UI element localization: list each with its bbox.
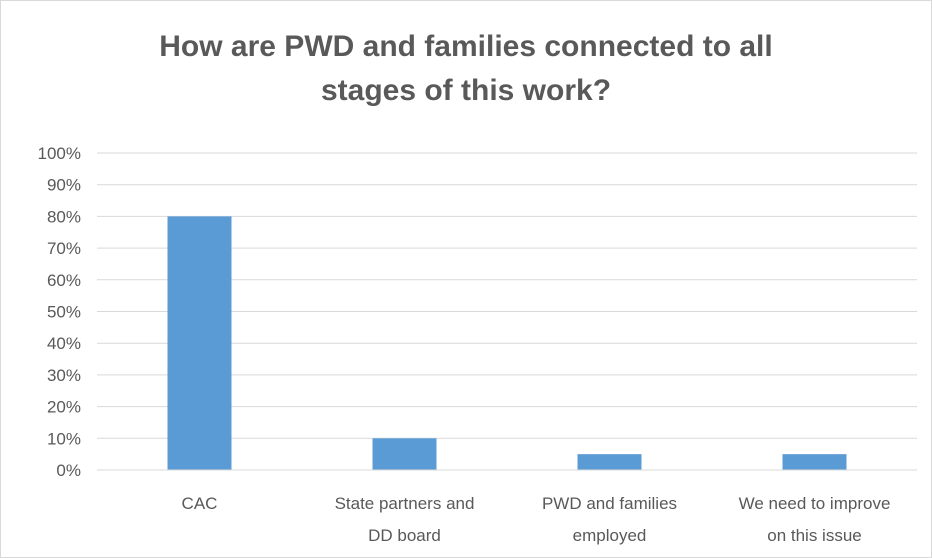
x-tick-label-line: CAC bbox=[182, 494, 218, 513]
bar bbox=[167, 216, 232, 470]
x-tick-label-line: on this issue bbox=[767, 526, 862, 545]
x-tick-label-line: DD board bbox=[368, 526, 441, 545]
y-tick-label: 90% bbox=[47, 176, 81, 195]
chart-title-line-2: stages of this work? bbox=[320, 74, 612, 107]
y-tick-label: 60% bbox=[47, 271, 81, 290]
x-tick-label: We need to improve on this issue bbox=[739, 494, 891, 545]
bar bbox=[372, 438, 437, 470]
bar bbox=[782, 454, 847, 470]
x-tick-label-line: employed bbox=[573, 526, 647, 545]
chart-title-line-1: How are PWD and families connected to al… bbox=[159, 30, 773, 63]
y-tick-label: 40% bbox=[47, 334, 81, 353]
y-tick-label: 30% bbox=[47, 366, 81, 385]
x-tick-label: PWD and families employed bbox=[542, 494, 677, 545]
gridlines bbox=[97, 152, 917, 471]
x-tick-label-line: PWD and families bbox=[542, 494, 677, 513]
x-tick-label: State partners and DD board bbox=[335, 494, 475, 545]
x-tick-label: CAC bbox=[182, 494, 218, 513]
chart-title: How are PWD and families connected to al… bbox=[1, 25, 931, 113]
y-tick-label: 0% bbox=[56, 461, 81, 480]
y-tick-label: 70% bbox=[47, 239, 81, 258]
y-tick-label: 10% bbox=[47, 429, 81, 448]
y-tick-label: 50% bbox=[47, 303, 81, 322]
y-tick-label: 100% bbox=[38, 144, 81, 163]
bar bbox=[577, 454, 642, 470]
x-tick-label-line: State partners and bbox=[335, 494, 475, 513]
y-tick-label: 80% bbox=[47, 207, 81, 226]
x-tick-label-line: We need to improve bbox=[739, 494, 891, 513]
y-tick-label: 20% bbox=[47, 398, 81, 417]
